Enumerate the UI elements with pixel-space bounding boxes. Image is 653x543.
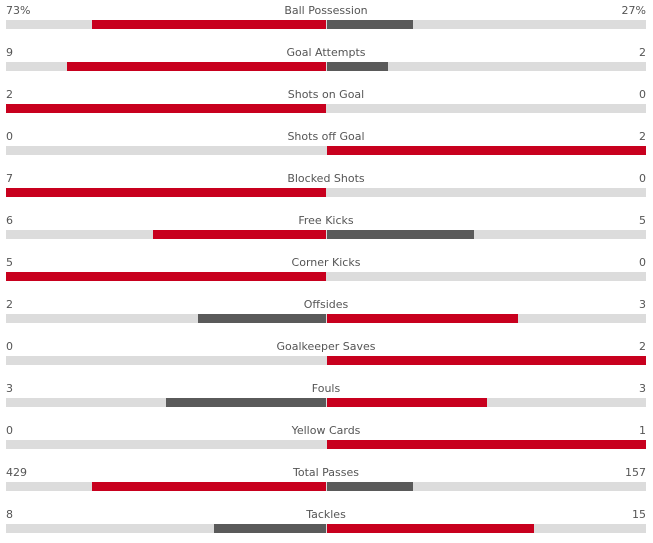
- home-value: 0: [6, 130, 13, 143]
- stat-label: Ball Possession: [284, 4, 368, 17]
- stat-row: 5 Corner Kicks 0: [6, 256, 646, 286]
- home-bar: [67, 62, 326, 71]
- stat-label: Yellow Cards: [291, 424, 361, 437]
- stat-label: Total Passes: [292, 466, 360, 479]
- home-value: 8: [6, 508, 13, 521]
- away-value: 2: [639, 130, 646, 143]
- away-bar: [327, 440, 646, 449]
- home-bar: [6, 104, 326, 113]
- stat-row: 9 Goal Attempts 2: [6, 46, 646, 76]
- away-value: 3: [639, 298, 646, 311]
- away-value: 0: [639, 88, 646, 101]
- stat-label: Fouls: [311, 382, 341, 395]
- away-value: 27%: [621, 4, 646, 17]
- home-bar: [166, 398, 326, 407]
- home-bar: [153, 230, 326, 239]
- away-bar: [327, 20, 413, 29]
- home-value: 2: [6, 298, 13, 311]
- home-value: 0: [6, 340, 13, 353]
- away-value: 1: [639, 424, 646, 437]
- stat-bar-track: [6, 524, 646, 533]
- home-value: 429: [6, 466, 27, 479]
- stat-label: Blocked Shots: [287, 172, 365, 185]
- stat-label: Free Kicks: [298, 214, 354, 227]
- stat-label: Goal Attempts: [286, 46, 366, 59]
- stat-row: 7 Blocked Shots 0: [6, 172, 646, 202]
- stat-bar-track: [6, 314, 646, 323]
- home-value: 5: [6, 256, 13, 269]
- away-value: 5: [639, 214, 646, 227]
- stat-bar-track: [6, 188, 646, 197]
- home-value: 73%: [6, 4, 31, 17]
- away-value: 0: [639, 172, 646, 185]
- stat-row: 429 Total Passes 157: [6, 466, 646, 496]
- stat-row: 0 Yellow Cards 1: [6, 424, 646, 454]
- home-bar: [6, 272, 326, 281]
- away-bar: [327, 314, 518, 323]
- stat-row: 6 Free Kicks 5: [6, 214, 646, 244]
- away-bar: [327, 356, 646, 365]
- stat-row: 2 Offsides 3: [6, 298, 646, 328]
- stat-bar-track: [6, 440, 646, 449]
- away-value: 15: [632, 508, 646, 521]
- stat-label: Shots on Goal: [287, 88, 365, 101]
- home-value: 3: [6, 382, 13, 395]
- stat-row: 2 Shots on Goal 0: [6, 88, 646, 118]
- away-bar: [327, 482, 413, 491]
- stat-bar-track: [6, 482, 646, 491]
- stat-bar-track: [6, 398, 646, 407]
- stat-bar-track: [6, 62, 646, 71]
- stat-label: Goalkeeper Saves: [276, 340, 376, 353]
- stat-bar-track: [6, 104, 646, 113]
- away-bar: [327, 62, 388, 71]
- stat-label: Shots off Goal: [287, 130, 365, 143]
- home-value: 9: [6, 46, 13, 59]
- stat-bar-track: [6, 146, 646, 155]
- stat-row: 0 Goalkeeper Saves 2: [6, 340, 646, 370]
- away-value: 3: [639, 382, 646, 395]
- home-bar: [214, 524, 326, 533]
- home-value: 2: [6, 88, 13, 101]
- home-bar: [92, 482, 326, 491]
- stat-row: 0 Shots off Goal 2: [6, 130, 646, 160]
- home-bar: [92, 20, 326, 29]
- stat-row: 3 Fouls 3: [6, 382, 646, 412]
- away-value: 2: [639, 46, 646, 59]
- home-value: 7: [6, 172, 13, 185]
- home-value: 0: [6, 424, 13, 437]
- stat-label: Offsides: [303, 298, 349, 311]
- away-value: 0: [639, 256, 646, 269]
- stat-bar-track: [6, 272, 646, 281]
- away-bar: [327, 230, 474, 239]
- away-bar: [327, 398, 487, 407]
- home-value: 6: [6, 214, 13, 227]
- away-bar: [327, 524, 534, 533]
- stat-bar-track: [6, 20, 646, 29]
- away-value: 157: [625, 466, 646, 479]
- home-bar: [198, 314, 326, 323]
- stat-row: 8 Tackles 15: [6, 508, 646, 538]
- stat-row: 73% Ball Possession 27%: [6, 4, 646, 34]
- home-bar: [6, 188, 326, 197]
- stat-bar-track: [6, 230, 646, 239]
- stat-bar-track: [6, 356, 646, 365]
- stat-label: Tackles: [306, 508, 346, 521]
- away-bar: [327, 146, 646, 155]
- away-value: 2: [639, 340, 646, 353]
- stat-label: Corner Kicks: [291, 256, 361, 269]
